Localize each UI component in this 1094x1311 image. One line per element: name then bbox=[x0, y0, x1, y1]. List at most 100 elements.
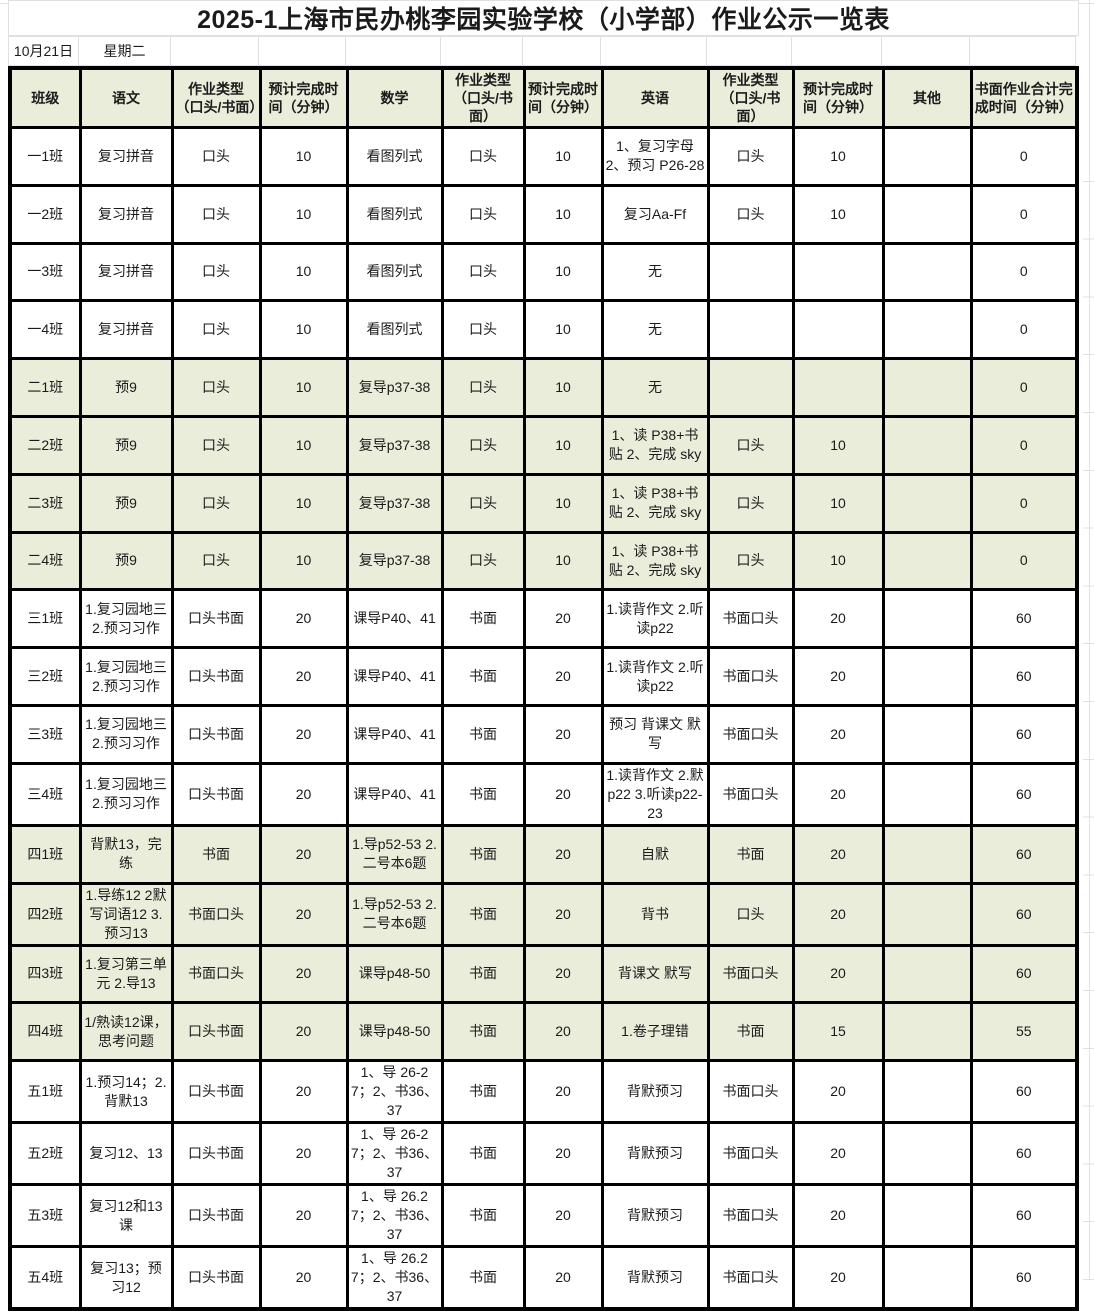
table-cell: 四4班 bbox=[8, 1001, 82, 1063]
table-cell: 四3班 bbox=[8, 943, 82, 1005]
table-cell: 10 bbox=[258, 357, 349, 418]
table-cell: 复习12、13 bbox=[78, 1121, 174, 1187]
table-cell bbox=[881, 646, 973, 707]
table-cell bbox=[881, 530, 973, 592]
table-cell: 60 bbox=[969, 943, 1079, 1005]
table-cell: 10 bbox=[522, 241, 604, 303]
table-cell: 0 bbox=[969, 530, 1079, 592]
table-cell: 背默预习 bbox=[600, 1245, 710, 1311]
table-cell: 20 bbox=[791, 703, 885, 765]
table-cell: 10 bbox=[522, 126, 604, 187]
table-cell: 背书 bbox=[600, 881, 710, 947]
table-cell: 10 bbox=[258, 414, 349, 476]
table-cell: 五1班 bbox=[8, 1059, 82, 1125]
table-cell: 1、读 P38+书贴 2、完成 sky bbox=[600, 472, 710, 534]
empty-cell bbox=[600, 36, 707, 66]
table-cell bbox=[881, 1245, 973, 1311]
table-cell: 书面 bbox=[440, 881, 526, 947]
column-header: 作业类型（口头/书面） bbox=[706, 66, 795, 129]
table-row: 二1班 预9 口头 10 复导p37-38 口头 10 无 0 bbox=[8, 357, 1079, 418]
table-cell bbox=[881, 472, 973, 534]
table-cell: 10 bbox=[258, 472, 349, 534]
table-cell: 1.导p52-53 2.二号本6题 bbox=[345, 881, 444, 947]
table-cell: 无 bbox=[600, 357, 710, 418]
table-cell: 60 bbox=[969, 881, 1079, 947]
table-cell: 口头 bbox=[440, 414, 526, 476]
table-cell: 20 bbox=[258, 1121, 349, 1187]
table-cell: 口头 bbox=[706, 881, 795, 947]
sheet: 2025-1上海市民办桃李园实验学校（小学部）作业公示一览表 10月21日 星期… bbox=[8, 0, 1079, 1311]
table-cell: 看图列式 bbox=[345, 299, 444, 361]
table-cell: 20 bbox=[791, 1183, 885, 1249]
table-cell: 书面口头 bbox=[706, 1059, 795, 1125]
table-cell: 口头 bbox=[440, 126, 526, 187]
table-cell: 书面口头 bbox=[706, 646, 795, 707]
table-cell: 20 bbox=[258, 646, 349, 707]
table-cell: 0 bbox=[969, 299, 1079, 361]
table-cell: 口头书面 bbox=[170, 1245, 262, 1311]
table-cell: 二2班 bbox=[8, 414, 82, 476]
table-cell: 口头 bbox=[440, 183, 526, 245]
table-cell: 10 bbox=[791, 530, 885, 592]
table-cell: 看图列式 bbox=[345, 183, 444, 245]
table-row: 三3班 1.复习园地三2.预习习作 口头书面 20 课导P40、41 书面 20 预习 背课文… bbox=[8, 703, 1079, 765]
table-cell: 1、读 P38+书贴 2、完成 sky bbox=[600, 414, 710, 476]
table-cell bbox=[881, 183, 973, 245]
table-cell: 书面口头 bbox=[706, 588, 795, 650]
table-cell: 20 bbox=[522, 1059, 604, 1125]
table-cell: 1.预习14；2.背默13 bbox=[78, 1059, 174, 1125]
table-cell: 10 bbox=[791, 126, 885, 187]
table-cell: 课导p48-50 bbox=[345, 1001, 444, 1063]
table-cell: 复导p37-38 bbox=[345, 530, 444, 592]
table-cell: 20 bbox=[258, 1245, 349, 1311]
table-cell: 1.卷子理错 bbox=[600, 1001, 710, 1063]
table-cell: 0 bbox=[969, 414, 1079, 476]
table-cell: 书面口头 bbox=[706, 1245, 795, 1311]
table-cell: 书面 bbox=[440, 1001, 526, 1063]
table-cell: 60 bbox=[969, 761, 1079, 827]
table-cell bbox=[881, 703, 973, 765]
table-cell bbox=[881, 1121, 973, 1187]
table-cell: 20 bbox=[522, 1001, 604, 1063]
table-row: 五2班 复习12、13 口头书面 20 1、导 26-27；2、书36、37 书面 20 背默… bbox=[8, 1121, 1079, 1187]
table-cell bbox=[706, 299, 795, 361]
table-cell: 课导p48-50 bbox=[345, 943, 444, 1005]
table-cell bbox=[881, 1001, 973, 1063]
weekday-cell: 星期二 bbox=[78, 36, 171, 66]
table-row: 三4班 1.复习园地三2.预习习作 口头书面 20 课导P40、41 书面 20 1.读背作文… bbox=[8, 761, 1079, 827]
table-cell: 口头 bbox=[706, 414, 795, 476]
table-cell bbox=[881, 414, 973, 476]
table-cell: 20 bbox=[791, 823, 885, 885]
table-cell bbox=[791, 357, 885, 418]
table-cell: 60 bbox=[969, 1121, 1079, 1187]
table-cell: 1、导 26-27；2、书36、37 bbox=[345, 1121, 444, 1187]
column-header: 书面作业合计完成时间（分钟） bbox=[969, 66, 1079, 129]
table-cell: 10 bbox=[791, 472, 885, 534]
table-cell: 预9 bbox=[78, 414, 174, 476]
table-cell: 五4班 bbox=[8, 1245, 82, 1311]
table-cell: 书面口头 bbox=[706, 703, 795, 765]
table-cell: 20 bbox=[522, 646, 604, 707]
table-cell: 20 bbox=[258, 1183, 349, 1249]
table-cell: 预9 bbox=[78, 530, 174, 592]
column-header: 其他 bbox=[881, 66, 973, 129]
table-cell: 口头 bbox=[170, 414, 262, 476]
column-header: 预计完成时间（分钟） bbox=[791, 66, 885, 129]
table-cell: 复习拼音 bbox=[78, 183, 174, 245]
table-cell: 背默预习 bbox=[600, 1121, 710, 1187]
table-cell: 20 bbox=[522, 881, 604, 947]
table-cell: 书面口头 bbox=[706, 1121, 795, 1187]
table-cell: 课导P40、41 bbox=[345, 588, 444, 650]
table-row: 三2班 1.复习园地三2.预习习作 口头书面 20 课导P40、41 书面 20 1.读背作文… bbox=[8, 646, 1079, 707]
table-cell: 书面 bbox=[706, 1001, 795, 1063]
table-cell: 1.复习园地三2.预习习作 bbox=[78, 703, 174, 765]
table-cell: 口头书面 bbox=[170, 1121, 262, 1187]
table-cell: 10 bbox=[522, 530, 604, 592]
table-cell: 复习拼音 bbox=[78, 299, 174, 361]
table-cell: 20 bbox=[258, 1059, 349, 1125]
table-cell: 0 bbox=[969, 126, 1079, 187]
empty-cell bbox=[258, 36, 346, 66]
page-title: 2025-1上海市民办桃李园实验学校（小学部）作业公示一览表 bbox=[197, 6, 890, 34]
table-cell: 课导P40、41 bbox=[345, 761, 444, 827]
table-cell bbox=[881, 357, 973, 418]
